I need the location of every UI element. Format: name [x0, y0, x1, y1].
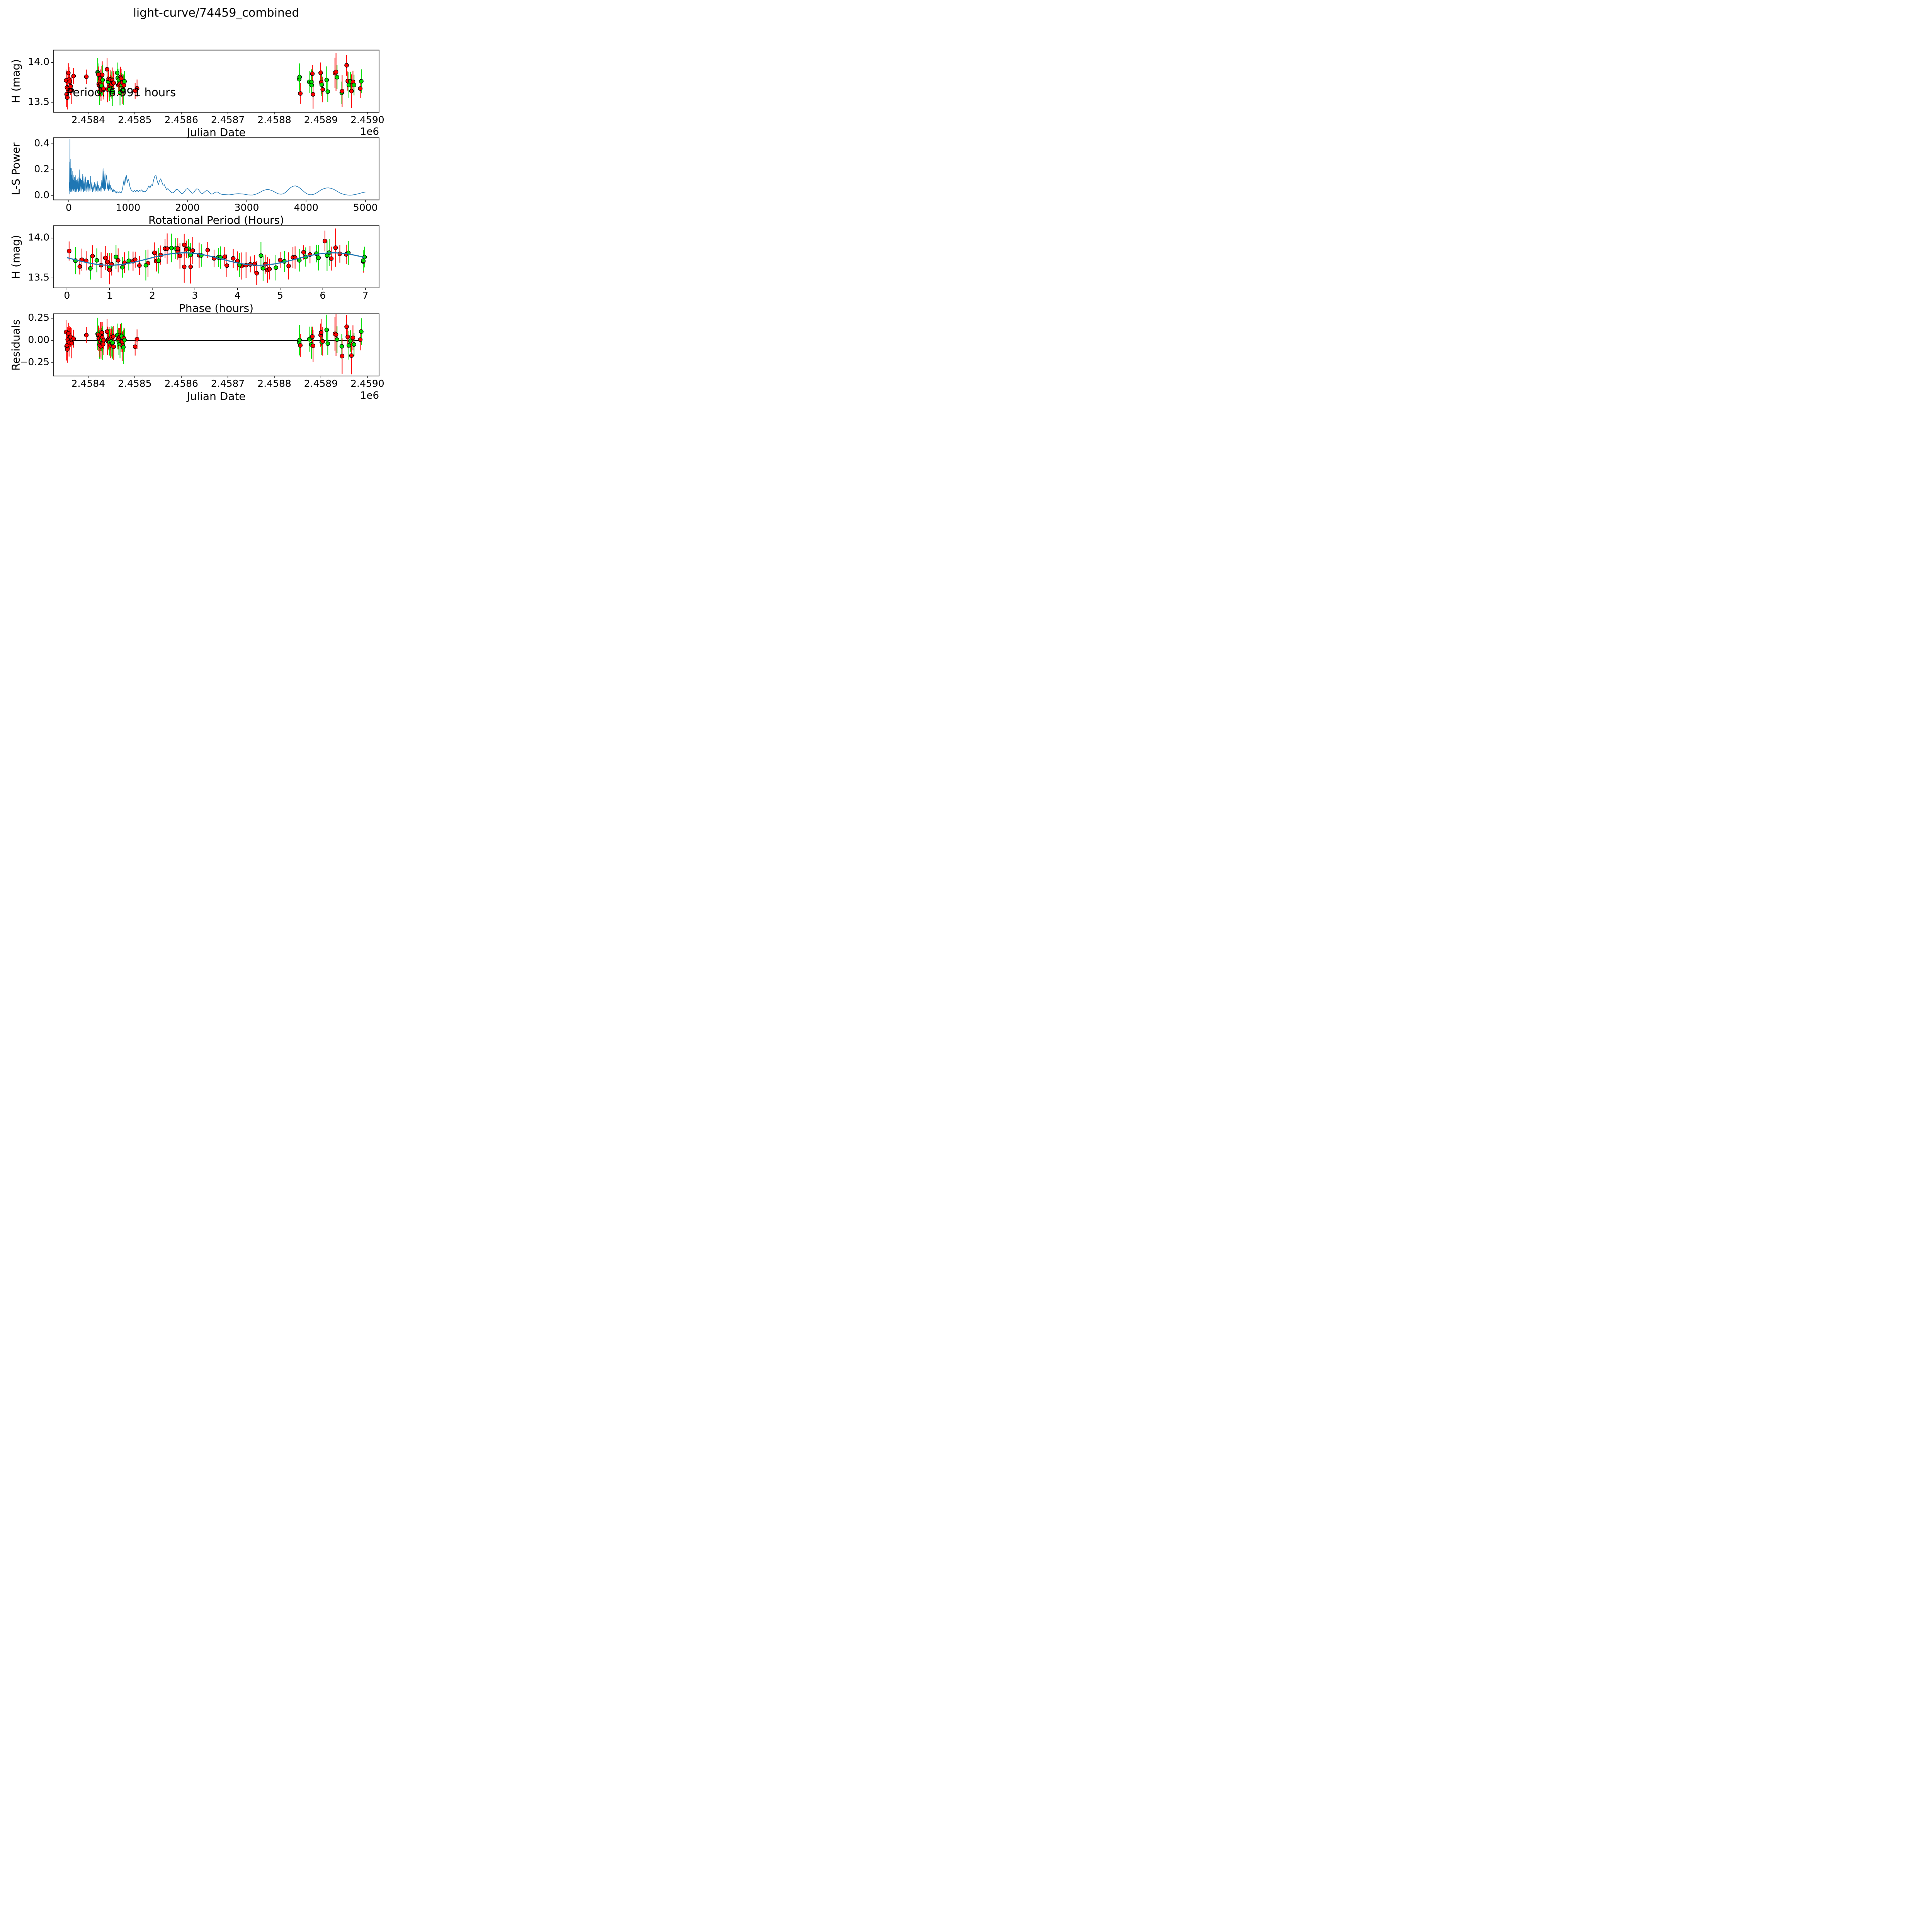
xlabel-phase-hours: Phase (hours) [179, 302, 254, 315]
figure: light-curve/74459_combined H (mag) Julia… [0, 0, 417, 417]
figure-canvas [0, 0, 417, 417]
axis-offset-1e6-residuals: 1e6 [360, 390, 379, 401]
ylabel-ls-power: L-S Power [9, 142, 22, 196]
ylabel-h-mag-lightcurve: H (mag) [9, 59, 22, 104]
axis-offset-1e6-lightcurve: 1e6 [360, 126, 379, 138]
xlabel-julian-date-lightcurve: Julian Date [187, 126, 246, 139]
xlabel-rotational-period: Rotational Period (Hours) [148, 214, 284, 226]
period-annotation: Period: 6.991 hours [66, 86, 176, 99]
ylabel-residuals: Residuals [9, 319, 22, 371]
xlabel-julian-date-residuals: Julian Date [187, 390, 246, 403]
ylabel-h-mag-phased: H (mag) [9, 235, 22, 279]
figure-title: light-curve/74459_combined [133, 6, 299, 20]
